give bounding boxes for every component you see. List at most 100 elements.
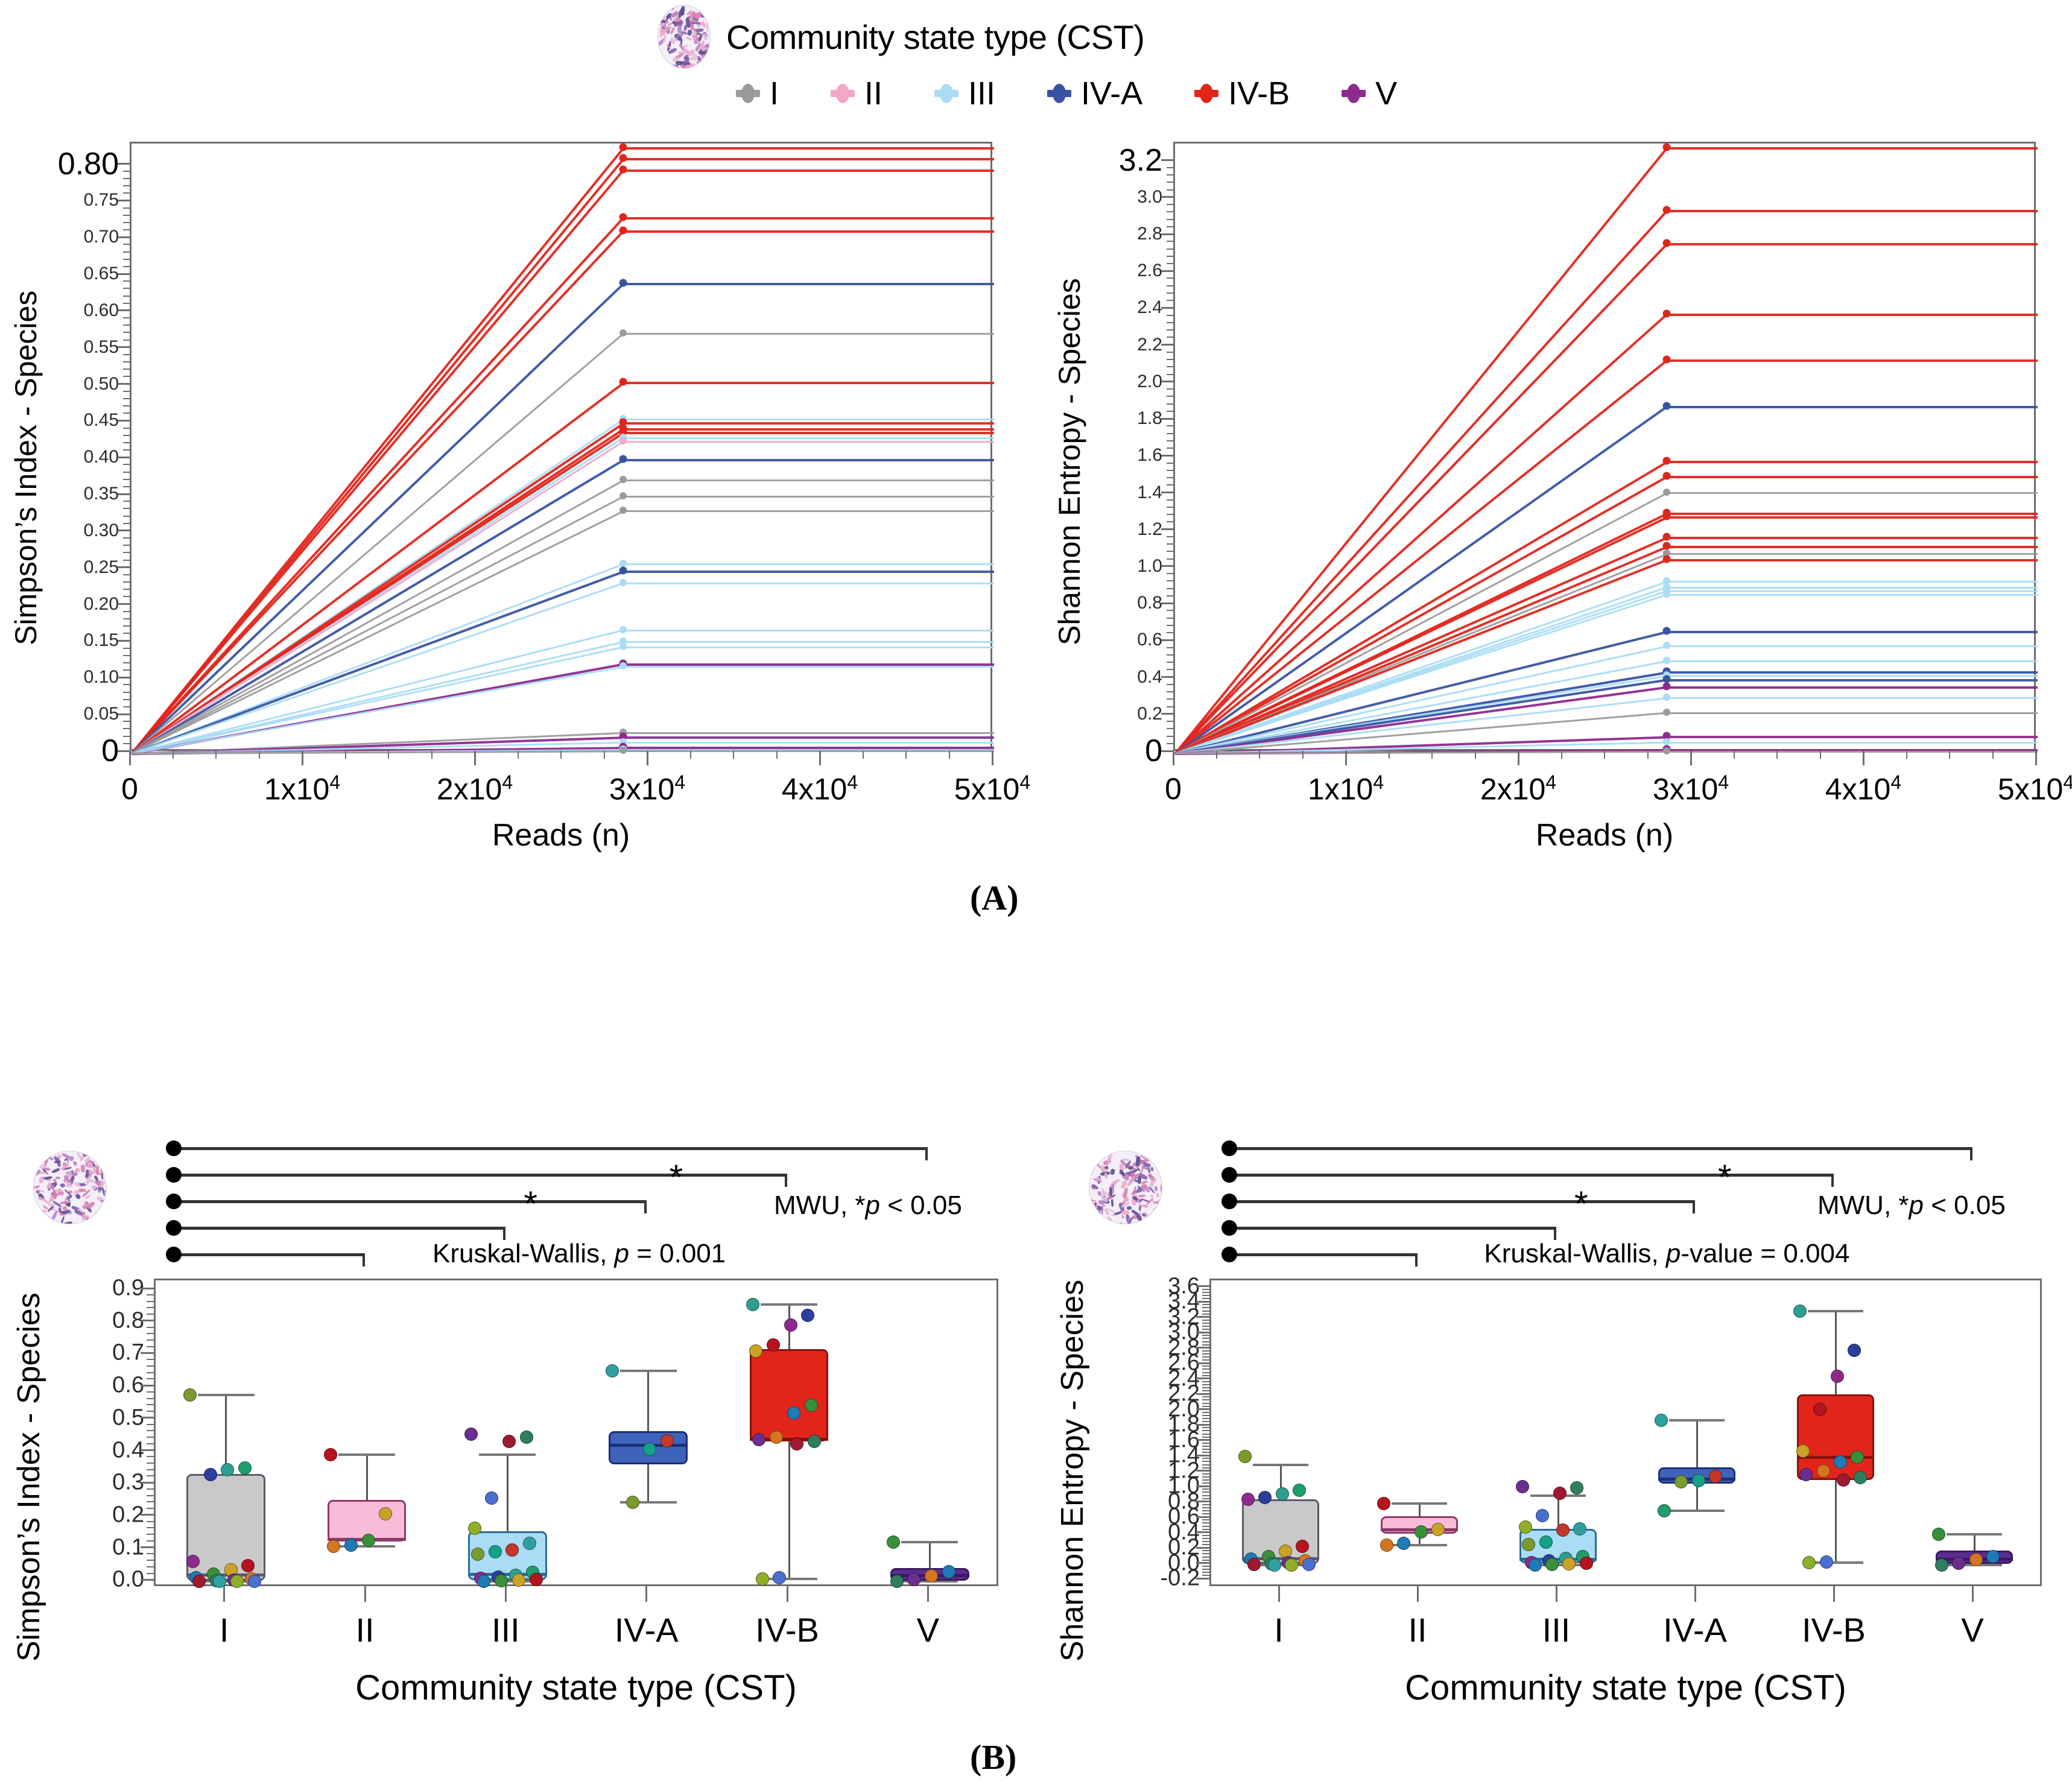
y-minor-tick: [1202, 1476, 1209, 1478]
x-minor-tick: [647, 751, 648, 759]
x-tick-mark: [364, 1586, 366, 1602]
y-minor-tick: [1202, 1482, 1209, 1484]
sample-point: [324, 1448, 337, 1461]
y-minor-tick: [1167, 285, 1173, 286]
x-minor-tick: [1345, 751, 1346, 759]
y-minor-tick: [123, 244, 130, 245]
y-tick-label: 3.0: [1137, 187, 1162, 207]
sample-point: [626, 1496, 639, 1509]
legend-item-v[interactable]: V: [1342, 77, 1397, 110]
x-minor-tick: [1734, 751, 1735, 759]
plot-area: [130, 142, 992, 751]
significance-bar-4: [1228, 1227, 1556, 1230]
sample-point: [1562, 1557, 1576, 1570]
y-minor-tick: [1167, 706, 1173, 707]
y-minor-tick: [123, 442, 130, 443]
y-minor-tick: [1167, 211, 1173, 212]
y-minor-tick: [1167, 425, 1173, 426]
bracket-end-tick: [363, 1253, 365, 1267]
y-minor-tick: [1202, 1412, 1209, 1413]
y-minor-tick: [1167, 595, 1173, 596]
y-minor-tick: [1202, 1384, 1209, 1385]
x-minor-tick: [819, 751, 820, 759]
y-minor-tick: [123, 560, 130, 561]
legend-item-iii[interactable]: III: [934, 77, 995, 110]
x-minor-tick: [1259, 751, 1260, 759]
y-minor-tick: [1202, 1560, 1209, 1561]
y-minor-tick: [1167, 543, 1173, 545]
sample-point: [530, 1573, 543, 1586]
y-minor-tick: [123, 530, 130, 531]
x-axis-label: Reads (n): [1173, 817, 2036, 853]
legend-item-ii[interactable]: II: [831, 77, 882, 110]
y-minor-tick: [1167, 625, 1173, 626]
legend-label: IV-A: [1081, 77, 1142, 110]
y-minor-tick: [1202, 1314, 1209, 1315]
y-minor-tick: [1202, 1329, 1209, 1330]
sample-point: [1674, 1475, 1688, 1488]
y-minor-tick: [147, 1508, 154, 1509]
rarefaction-endpoint-IV-B: [1663, 206, 1671, 214]
y-minor-tick: [147, 1573, 154, 1574]
y-minor-tick: [1167, 677, 1173, 678]
y-minor-tick: [123, 713, 130, 715]
y-minor-tick: [147, 1437, 154, 1438]
whisker-cap-upper: [620, 1370, 677, 1372]
bracket-start-knob: [166, 1140, 182, 1156]
sample-point: [1851, 1450, 1864, 1464]
significance-star-1: *: [670, 1160, 683, 1195]
y-minor-tick: [147, 1475, 154, 1476]
x-tick-mark: [1694, 1586, 1696, 1602]
y-minor-tick: [123, 296, 130, 297]
y-tick-label: 0.75: [84, 190, 119, 210]
bracket-start-knob: [166, 1194, 182, 1209]
y-minor-tick: [147, 1430, 154, 1431]
y-minor-tick: [1167, 411, 1173, 412]
y-minor-tick: [1202, 1550, 1209, 1551]
y-tick-label: 0.1: [112, 1534, 144, 1560]
y-tick-label: 0.20: [84, 594, 119, 615]
legend-item-iv-b[interactable]: IV-B: [1194, 77, 1290, 110]
rarefaction-rise-IV-B: [1174, 148, 1667, 754]
x-axis-label: Reads (n): [130, 817, 992, 853]
y-minor-tick: [147, 1378, 154, 1379]
y-tick-label: 0.50: [84, 374, 119, 394]
y-minor-tick: [1202, 1501, 1209, 1502]
box-iv-b[interactable]: [750, 1349, 829, 1442]
bracket-end-tick: [1415, 1253, 1418, 1267]
rarefaction-endpoint-III: [619, 643, 627, 650]
y-minor-tick: [1202, 1335, 1209, 1336]
y-minor-tick: [147, 1456, 154, 1457]
sample-point: [1293, 1484, 1306, 1497]
y-tick-label: 0.8: [112, 1308, 144, 1333]
rarefaction-plateau-II: [623, 441, 994, 443]
y-minor-tick: [1202, 1485, 1209, 1487]
panel-letter-a: (A): [970, 878, 1019, 918]
y-minor-tick: [1202, 1470, 1209, 1472]
x-minor-tick: [129, 751, 130, 759]
x-tick-label-ii: II: [355, 1610, 374, 1649]
legend-item-iv-a[interactable]: IV-A: [1047, 77, 1142, 110]
legend-item-i[interactable]: I: [736, 77, 779, 110]
y-minor-tick: [1167, 662, 1173, 663]
y-minor-tick: [123, 501, 130, 502]
y-minor-tick: [123, 633, 130, 634]
rarefaction-endpoint-IV-B: [1663, 239, 1671, 247]
x-tick-label-iii: III: [492, 1610, 520, 1649]
y-minor-tick: [147, 1301, 154, 1302]
y-minor-tick: [123, 706, 130, 707]
y-minor-tick: [1202, 1458, 1209, 1459]
legend-title: Community state type (CST): [726, 17, 1144, 57]
x-minor-tick: [1863, 751, 1864, 759]
y-minor-tick: [1167, 366, 1173, 367]
y-minor-tick: [1202, 1446, 1209, 1447]
x-tick-label: 5x104: [1998, 771, 2072, 807]
rarefaction-endpoint-IV-B: [1663, 356, 1671, 364]
x-axis-label: Community state type (CST): [154, 1668, 998, 1708]
y-minor-tick: [123, 332, 130, 333]
box-iv-b[interactable]: [1797, 1394, 1875, 1480]
legend: Community state type (CST) I II III IV-A IV-…: [0, 0, 2072, 127]
y-minor-tick: [1202, 1298, 1209, 1299]
whisker-cap-upper: [1947, 1533, 2003, 1535]
rarefaction-rise-I: [131, 480, 624, 754]
